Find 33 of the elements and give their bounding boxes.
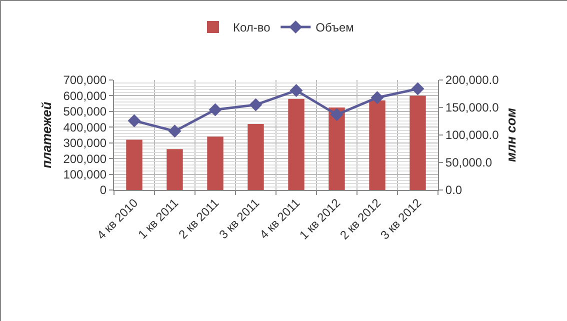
point — [290, 84, 303, 97]
point — [330, 108, 344, 122]
point — [128, 114, 141, 128]
bar — [328, 108, 345, 190]
y-tick-label: 300,000 — [63, 136, 107, 150]
point — [249, 98, 262, 112]
y2-tick-label: 200,000.0 — [445, 73, 500, 88]
y-tick-label: 600,000 — [63, 88, 107, 103]
point — [411, 82, 424, 96]
y2-tick-label: 100,000.0 — [445, 128, 500, 142]
y2-tick-label: 150,000.0 — [445, 100, 500, 115]
y-tick-label: 400,000 — [63, 120, 107, 134]
legend-label: Кол-во — [233, 20, 271, 35]
y-tick-label: 200,000 — [63, 152, 107, 166]
y-tick-label: 500,000 — [63, 104, 107, 119]
y-tick-label: 700,000 — [63, 73, 107, 88]
bar — [410, 96, 426, 190]
y2-tick-label: 0.0 — [445, 183, 462, 198]
point — [208, 103, 222, 116]
bar — [207, 136, 224, 190]
y-tick-label: 0 — [100, 183, 107, 198]
point — [370, 91, 384, 104]
y2-axis-title: млн сом — [504, 108, 519, 162]
bar — [248, 124, 264, 190]
bar — [126, 140, 142, 190]
y2-tick-label: 50,000.0 — [445, 156, 492, 170]
y-axis-title: платежей — [39, 102, 54, 168]
bar — [166, 149, 183, 190]
point — [168, 124, 182, 138]
bar — [288, 98, 304, 190]
legend-label: Объем — [316, 20, 354, 35]
bar — [369, 100, 386, 190]
y-tick-label: 100,000 — [63, 167, 107, 182]
